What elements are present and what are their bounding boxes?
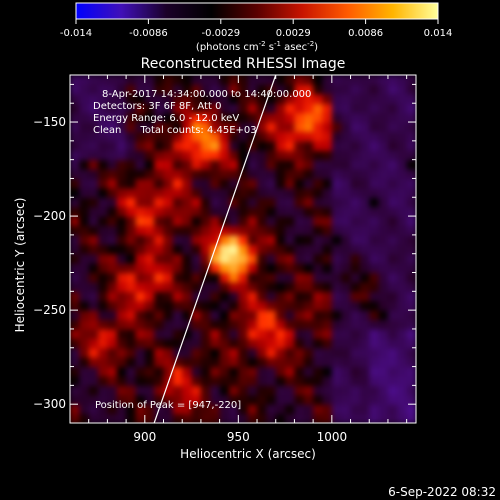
colorbar-tick-label: -0.0029 — [201, 28, 240, 39]
plot-frame — [69, 74, 417, 424]
colorbar-ticks: -0.014 -0.0086 -0.0029 0.0029 0.0086 0.014 — [60, 19, 452, 39]
colorbar-tick-label: 0.0029 — [276, 28, 311, 39]
x-axis-label: Heliocentric X (arcsec) — [180, 447, 316, 461]
colorbar — [75, 2, 439, 20]
colorbar-unit-label: (photons cm-2 s-1 asec-2) — [196, 40, 318, 53]
colorbar-tick-label: 0.0086 — [348, 28, 383, 39]
y-tick-label: −150 — [33, 115, 66, 129]
colorbar-tick-label: -0.014 — [60, 28, 92, 39]
x-tick-label: 900 — [133, 430, 156, 444]
y-tick-label: −300 — [33, 397, 66, 411]
colorbar-tick-label: 0.014 — [424, 28, 453, 39]
chart-title: Reconstructed RHESSI Image — [141, 56, 346, 72]
x-tick-label: 1000 — [317, 430, 348, 444]
x-axis: 900 950 1000 — [69, 75, 408, 444]
x-tick-label: 950 — [227, 430, 250, 444]
solar-limb-line — [153, 75, 277, 423]
y-axis-label: Heliocentric Y (arcsec) — [13, 198, 27, 333]
annotation-block: 8-Apr-2017 14:34:00.000 to 14:40:00.000 … — [93, 89, 311, 136]
annotation-energy-range: Energy Range: 6.0 - 12.0 keV — [93, 113, 239, 124]
colorbar-tick-label: -0.0086 — [129, 28, 168, 39]
timestamp: 6-Sep-2022 08:32 — [388, 485, 496, 499]
annotation-clean-counts: Clean Total counts: 4.45E+03 — [93, 125, 257, 136]
annotation-time-range: 8-Apr-2017 14:34:00.000 to 14:40:00.000 — [102, 89, 311, 100]
y-tick-label: −200 — [33, 209, 66, 223]
y-tick-label: −250 — [33, 303, 66, 317]
peak-position-label: Position of Peak = [947,-220] — [95, 400, 241, 411]
heatmap-image — [70, 75, 416, 423]
annotation-detectors: Detectors: 3F 6F 8F, Att 0 — [93, 101, 221, 112]
y-axis: −150 −200 −250 −300 — [33, 83, 416, 424]
